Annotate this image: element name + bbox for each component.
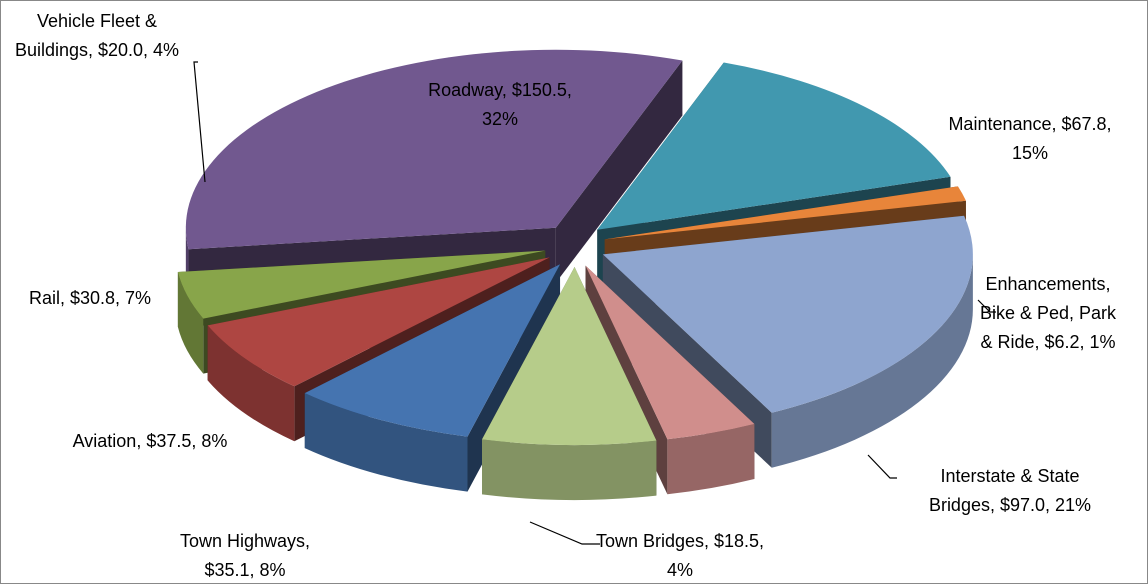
- slice-top: [482, 266, 657, 445]
- pie: [177, 49, 973, 500]
- slice-top: [604, 186, 966, 240]
- slice-side: [482, 439, 657, 500]
- slice-top: [597, 62, 951, 230]
- data-label: Town Highways, $35.1, 8%: [179, 531, 311, 580]
- slice-top: [177, 250, 546, 319]
- data-label: Vehicle Fleet & Buildings, $20.0, 4%: [14, 11, 180, 60]
- slice-side: [207, 325, 295, 442]
- data-label: Enhancements, Bike & Ped, Park & Ride, $…: [979, 274, 1117, 352]
- slice-side: [667, 424, 755, 495]
- slice-wall: [555, 60, 683, 283]
- data-label: Maintenance, $67.8, 15%: [948, 114, 1112, 163]
- slice-top: [185, 49, 683, 250]
- slice-top: [585, 265, 755, 440]
- leader-line: [529, 521, 600, 545]
- leader-line: [193, 61, 206, 183]
- leader-line: [977, 299, 996, 313]
- slice-top: [602, 215, 973, 413]
- slice-top: [304, 264, 561, 437]
- slice-side: [304, 393, 468, 492]
- data-label: Interstate & State Bridges, $97.0, 21%: [928, 466, 1092, 515]
- leader-line: [867, 454, 897, 479]
- data-label: Aviation, $37.5, 8%: [72, 431, 228, 451]
- data-label: Rail, $30.8, 7%: [28, 288, 152, 308]
- slice-side: [177, 272, 204, 374]
- data-label: Town Bridges, $18.5, 4%: [595, 531, 765, 580]
- slice-top: [207, 257, 550, 387]
- data-label: Roadway, $150.5, 32%: [428, 80, 572, 129]
- leader-lines: [193, 61, 996, 545]
- slice: [482, 266, 657, 500]
- slice-side: [771, 254, 973, 468]
- slice: [304, 264, 561, 492]
